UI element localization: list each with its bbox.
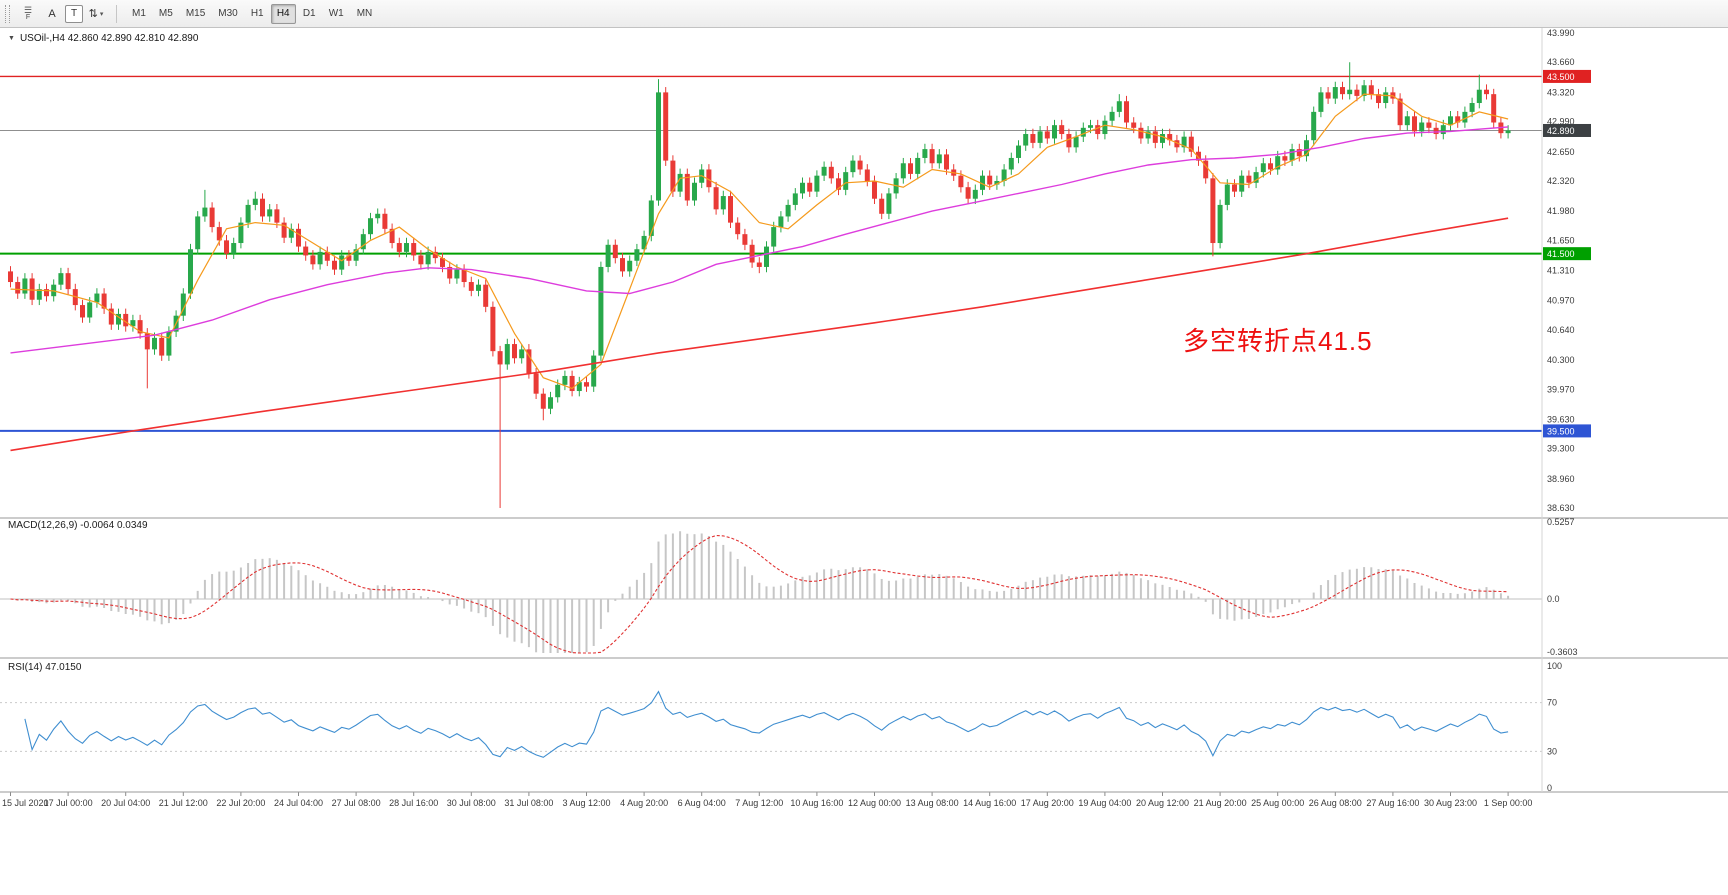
timeframe-button-m30[interactable]: M30 — [218, 8, 238, 19]
panel-dividers[interactable] — [0, 28, 1728, 793]
svg-text:43.500: 43.500 — [1547, 72, 1575, 82]
svg-text:27 Aug 16:00: 27 Aug 16:00 — [1366, 798, 1419, 808]
svg-text:15 Jul 2020: 15 Jul 2020 — [2, 798, 49, 808]
svg-text:41.650: 41.650 — [1547, 235, 1575, 245]
macd-panel-plot[interactable] — [0, 531, 1542, 654]
cursor-tool-dropdown[interactable]: ⇅ ▾ — [85, 3, 107, 25]
text-tool-button[interactable]: T — [65, 4, 83, 23]
svg-text:0.0: 0.0 — [1547, 594, 1560, 604]
svg-text:24 Jul 04:00: 24 Jul 04:00 — [274, 798, 323, 808]
svg-text:43.660: 43.660 — [1547, 57, 1575, 67]
svg-text:38.630: 38.630 — [1547, 503, 1575, 513]
svg-text:17 Jul 00:00: 17 Jul 00:00 — [44, 798, 93, 808]
svg-text:19 Aug 04:00: 19 Aug 04:00 — [1078, 798, 1131, 808]
svg-text:17 Aug 20:00: 17 Aug 20:00 — [1021, 798, 1074, 808]
svg-text:20 Aug 12:00: 20 Aug 12:00 — [1136, 798, 1189, 808]
svg-text:41.980: 41.980 — [1547, 206, 1575, 216]
macd-signal-line — [10, 534, 1509, 654]
svg-text:13 Aug 08:00: 13 Aug 08:00 — [906, 798, 959, 808]
svg-text:100: 100 — [1547, 661, 1562, 671]
svg-text:39.970: 39.970 — [1547, 384, 1575, 394]
toolbar-separator — [116, 4, 117, 23]
timeframe-button-d1[interactable]: D1 — [302, 8, 316, 19]
svg-text:40.970: 40.970 — [1547, 296, 1575, 306]
timeframe-button-m5[interactable]: M5 — [158, 8, 173, 19]
annotation-tool-button[interactable]: A — [48, 7, 56, 20]
svg-text:40.300: 40.300 — [1547, 355, 1575, 365]
svg-text:0: 0 — [1547, 783, 1552, 793]
svg-text:39.630: 39.630 — [1547, 414, 1575, 424]
rsi-indicator-label: RSI(14) 47.0150 — [8, 662, 82, 673]
svg-text:20 Jul 04:00: 20 Jul 04:00 — [101, 798, 150, 808]
svg-text:14 Aug 16:00: 14 Aug 16:00 — [963, 798, 1016, 808]
svg-text:39.500: 39.500 — [1547, 426, 1575, 436]
svg-text:43.990: 43.990 — [1547, 28, 1575, 38]
svg-text:26 Aug 08:00: 26 Aug 08:00 — [1309, 798, 1362, 808]
toolbar-drag-handle[interactable] — [5, 4, 10, 23]
svg-text:31 Jul 08:00: 31 Jul 08:00 — [504, 798, 553, 808]
chart-annotation: 多空转折点41.5 — [1183, 326, 1373, 356]
rsi-line — [24, 690, 1509, 758]
svg-text:39.300: 39.300 — [1547, 444, 1575, 454]
svg-text:41.500: 41.500 — [1547, 249, 1575, 259]
timeframe-toolbar: M1 M5 M15 M30 H1 H4 D1 W1 MN — [126, 3, 378, 24]
ma-fast-line — [10, 93, 1509, 390]
toolbar-f-label: F — [25, 13, 31, 21]
main-price-panel[interactable] — [0, 62, 1542, 508]
timeframe-button-m15[interactable]: M15 — [185, 8, 206, 19]
svg-text:40.640: 40.640 — [1547, 325, 1575, 335]
svg-text:28 Jul 16:00: 28 Jul 16:00 — [389, 798, 438, 808]
timeframe-button-m1[interactable]: M1 — [132, 8, 146, 19]
timeframe-button-h1[interactable]: H1 — [250, 8, 264, 19]
svg-text:42.320: 42.320 — [1547, 176, 1575, 186]
rsi-panel-plot[interactable] — [0, 690, 1542, 758]
cursor-icon: ⇅ — [88, 8, 98, 20]
svg-text:42.650: 42.650 — [1547, 147, 1575, 157]
timeframe-button-w1[interactable]: W1 — [328, 8, 344, 19]
svg-text:10 Aug 16:00: 10 Aug 16:00 — [790, 798, 843, 808]
svg-text:70: 70 — [1547, 698, 1557, 708]
svg-text:42.990: 42.990 — [1547, 117, 1575, 127]
svg-text:42.890: 42.890 — [1547, 126, 1575, 136]
macd-indicator-label: MACD(12,26,9) -0.0064 0.0349 — [8, 520, 148, 531]
svg-text:38.960: 38.960 — [1547, 474, 1575, 484]
svg-text:6 Aug 04:00: 6 Aug 04:00 — [678, 798, 726, 808]
chart-canvas[interactable]: 43.990 43.660 43.320 42.990 42.650 42.320 41.9… — [0, 28, 1728, 895]
svg-text:4 Aug 20:00: 4 Aug 20:00 — [620, 798, 668, 808]
menu-grid-icon: ☰ — [23, 4, 33, 15]
svg-text:41.310: 41.310 — [1547, 266, 1575, 276]
svg-text:25 Aug 00:00: 25 Aug 00:00 — [1251, 798, 1304, 808]
timeframe-button-h4[interactable]: H4 — [270, 3, 296, 24]
timeframe-button-mn[interactable]: MN — [356, 8, 373, 19]
chart-title: USOil-,H4 42.860 42.890 42.810 42.890 — [19, 33, 199, 44]
svg-text:30: 30 — [1547, 746, 1557, 756]
svg-text:22 Jul 20:00: 22 Jul 20:00 — [216, 798, 265, 808]
top-toolbar: ☰ F A T ⇅ ▾ M1 M5 M15 M30 H1 H4 D1 W1 MN — [0, 0, 1728, 28]
svg-text:30 Jul 08:00: 30 Jul 08:00 — [447, 798, 496, 808]
svg-text:0.5257: 0.5257 — [1547, 517, 1575, 527]
chart-title-bar: ▼ USOil-,H4 42.860 42.890 42.810 42.890 — [8, 33, 198, 44]
svg-text:-0.3603: -0.3603 — [1547, 647, 1578, 657]
svg-text:21 Jul 12:00: 21 Jul 12:00 — [159, 798, 208, 808]
price-axis[interactable]: 43.990 43.660 43.320 42.990 42.650 42.320 41.9… — [1543, 28, 1591, 793]
caret-down-icon: ▾ — [99, 10, 104, 18]
svg-text:21 Aug 20:00: 21 Aug 20:00 — [1194, 798, 1247, 808]
svg-text:12 Aug 00:00: 12 Aug 00:00 — [848, 798, 901, 808]
svg-text:27 Jul 08:00: 27 Jul 08:00 — [332, 798, 381, 808]
svg-text:43.320: 43.320 — [1547, 87, 1575, 97]
svg-text:3 Aug 12:00: 3 Aug 12:00 — [562, 798, 610, 808]
svg-text:1 Sep 00:00: 1 Sep 00:00 — [1484, 798, 1533, 808]
ma-mid-line — [10, 126, 1509, 354]
collapse-arrow-icon[interactable]: ▼ — [8, 34, 15, 42]
ma-slow-line — [10, 217, 1509, 452]
chart-tools-button[interactable]: ☰ F — [17, 3, 39, 25]
svg-text:30 Aug 23:00: 30 Aug 23:00 — [1424, 798, 1477, 808]
svg-text:7 Aug 12:00: 7 Aug 12:00 — [735, 798, 783, 808]
